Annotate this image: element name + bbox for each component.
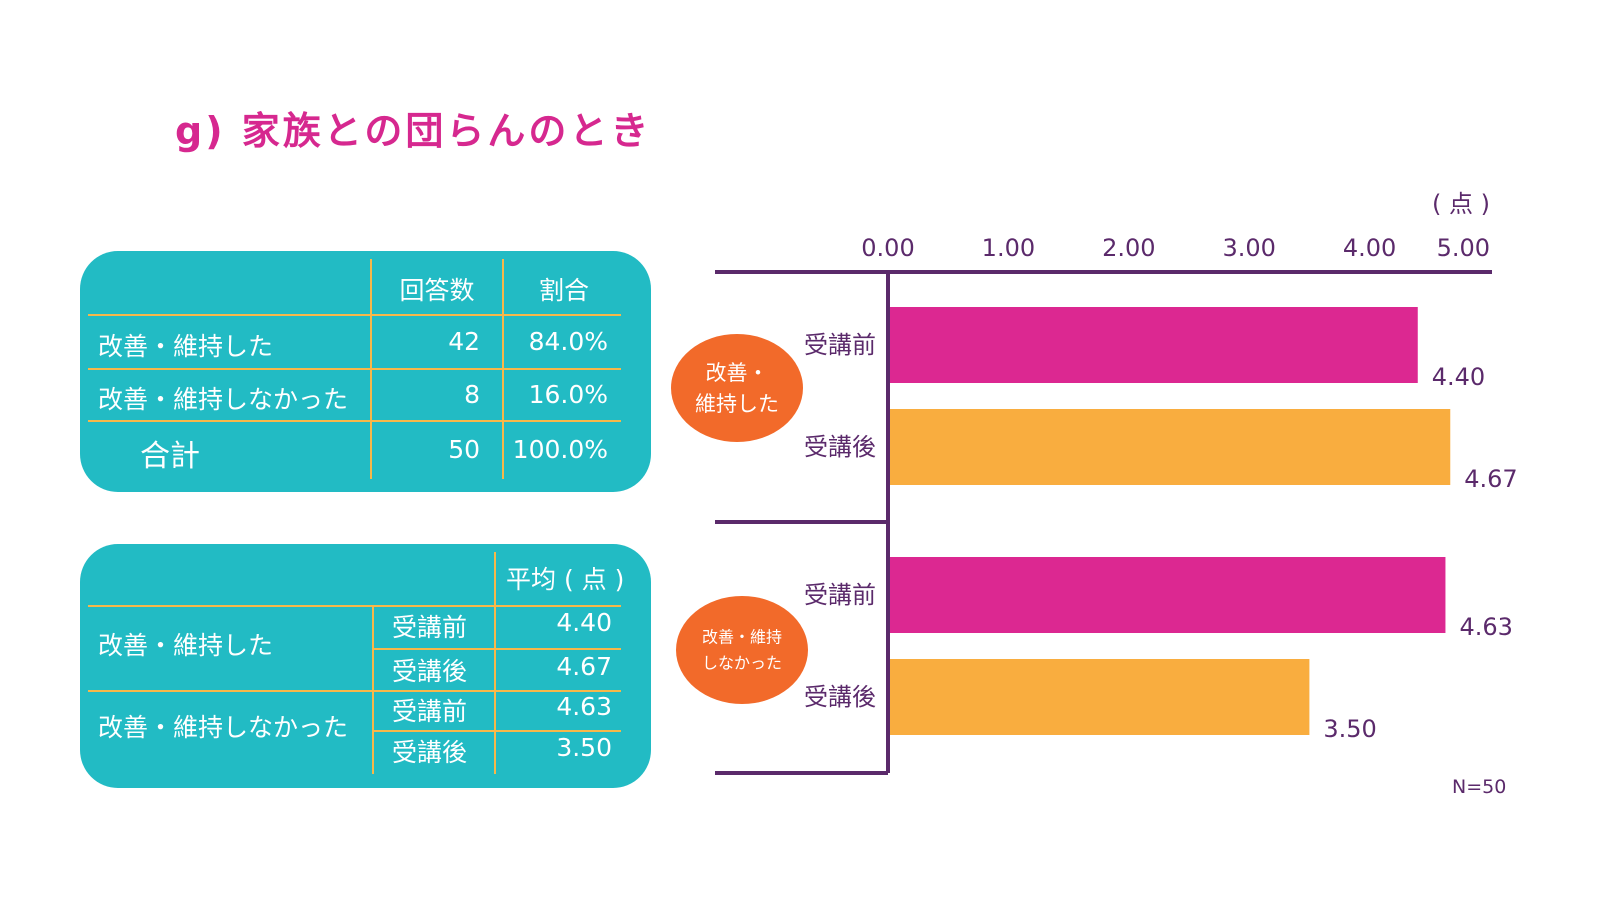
- timing-label: 受講前: [392, 697, 468, 726]
- row-label: 改善・維持した: [98, 332, 274, 361]
- row-count: 50: [448, 435, 480, 464]
- bar: [890, 557, 1446, 633]
- axis-unit-label: ( 点 ): [1432, 190, 1490, 218]
- row-count: 42: [448, 327, 480, 356]
- bar-value-label: 4.40: [1432, 363, 1485, 391]
- bar-category-label: 受講前: [804, 331, 876, 359]
- table-divider: [88, 420, 621, 422]
- row-ratio: 100.0%: [512, 435, 608, 464]
- header-average: 平均 ( 点 ): [506, 565, 625, 594]
- average-value: 3.50: [556, 733, 612, 762]
- timing-label: 受講前: [392, 613, 468, 642]
- x-tick-label: 4.00: [1343, 234, 1396, 262]
- response-count-table: 回答数 割合 改善・維持した 42 84.0% 改善・維持しなかった 8 16.…: [80, 251, 651, 492]
- x-tick-label: 5.00: [1437, 234, 1490, 262]
- bar-value-label: 4.67: [1464, 465, 1517, 493]
- bar: [890, 307, 1418, 383]
- average-value: 4.63: [556, 692, 612, 721]
- group-badge: [671, 334, 803, 442]
- table-divider: [372, 648, 621, 650]
- sample-size-note: N=50: [1452, 776, 1507, 798]
- group-badge-label: 改善・: [706, 361, 769, 385]
- bar-category-label: 受講前: [804, 581, 876, 609]
- group-label: 改善・維持した: [98, 631, 274, 660]
- bar-category-label: 受講後: [804, 433, 876, 461]
- x-tick-label: 1.00: [982, 234, 1035, 262]
- header-count: 回答数: [399, 276, 475, 305]
- row-label-total: 合計: [140, 439, 200, 474]
- group-badge-label: しなかった: [702, 654, 782, 673]
- bar-value-label: 3.50: [1323, 715, 1376, 743]
- table-divider: [88, 314, 621, 316]
- x-tick-label: 0.00: [861, 234, 914, 262]
- group-badge: [676, 596, 808, 704]
- timing-label: 受講後: [392, 657, 468, 686]
- row-ratio: 16.0%: [528, 380, 608, 409]
- average-value: 4.40: [556, 608, 612, 637]
- bar-category-label: 受講後: [804, 683, 876, 711]
- group-badge-label: 維持した: [695, 392, 779, 416]
- timing-label: 受講後: [392, 738, 468, 767]
- table-divider: [88, 368, 621, 370]
- table-divider: [88, 690, 621, 692]
- average-value: 4.67: [556, 652, 612, 681]
- bar-value-label: 4.63: [1459, 613, 1512, 641]
- average-score-table: 平均 ( 点 ) 改善・維持した 改善・維持しなかった 受講前 4.40 受講後…: [80, 544, 651, 788]
- row-count: 8: [464, 380, 480, 409]
- group-badge-label: 改善・維持: [702, 628, 782, 647]
- x-tick-label: 2.00: [1102, 234, 1155, 262]
- table-divider: [372, 730, 621, 732]
- row-ratio: 84.0%: [528, 327, 608, 356]
- page-title: g) 家族との団らんのとき: [175, 109, 652, 153]
- table-divider: [88, 605, 621, 607]
- table-divider: [494, 552, 496, 774]
- bar: [890, 659, 1310, 735]
- x-tick-label: 3.00: [1222, 234, 1275, 262]
- header-ratio: 割合: [538, 276, 589, 305]
- bar: [890, 409, 1451, 485]
- group-label: 改善・維持しなかった: [98, 713, 349, 742]
- row-label: 改善・維持しなかった: [98, 385, 349, 414]
